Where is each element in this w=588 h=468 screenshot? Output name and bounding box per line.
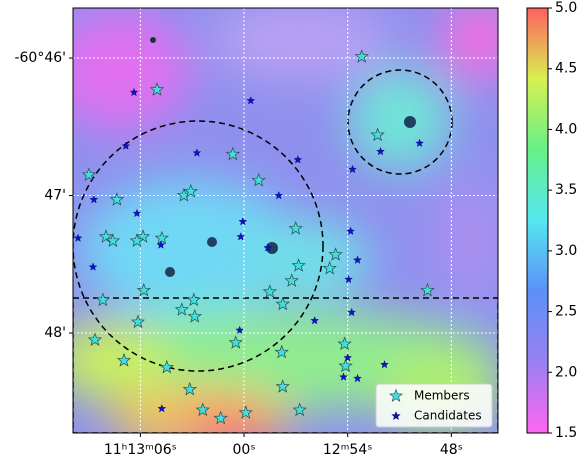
y-tick-label: 48' xyxy=(44,325,66,341)
colorbar-tick-label: 3.0 xyxy=(555,243,577,259)
y-tick-label: 47' xyxy=(44,188,66,204)
legend: Members Candidates xyxy=(376,384,492,427)
x-tick-label: 12ᵐ54ˢ xyxy=(323,442,373,458)
colorbar-tick-label: 1.5 xyxy=(555,425,577,441)
y-tick-label: -60°46' xyxy=(14,50,66,66)
colorbar-tick-label: 4.5 xyxy=(555,61,577,77)
legend-label: Members xyxy=(414,389,470,403)
colorbar-tick-label: 2.0 xyxy=(555,364,577,380)
colorbar-tick-label: 5.0 xyxy=(555,0,577,16)
chart: Members Candidates 11ʰ13ᵐ06ˢ 00ˢ 12ᵐ54ˢ 48ˢ -… xyxy=(0,0,588,464)
colorbar-tick-label: 4.0 xyxy=(555,121,577,137)
x-tick-label: 48ˢ xyxy=(440,442,463,458)
legend-label: Candidates xyxy=(414,409,482,423)
colorbar xyxy=(527,8,548,433)
colorbar-tick-label: 2.5 xyxy=(555,304,577,320)
x-tick-label: 11ʰ13ᵐ06ˢ xyxy=(104,442,177,458)
colorbar-tick-label: 3.5 xyxy=(555,182,577,198)
x-tick-label: 00ˢ xyxy=(233,442,256,458)
